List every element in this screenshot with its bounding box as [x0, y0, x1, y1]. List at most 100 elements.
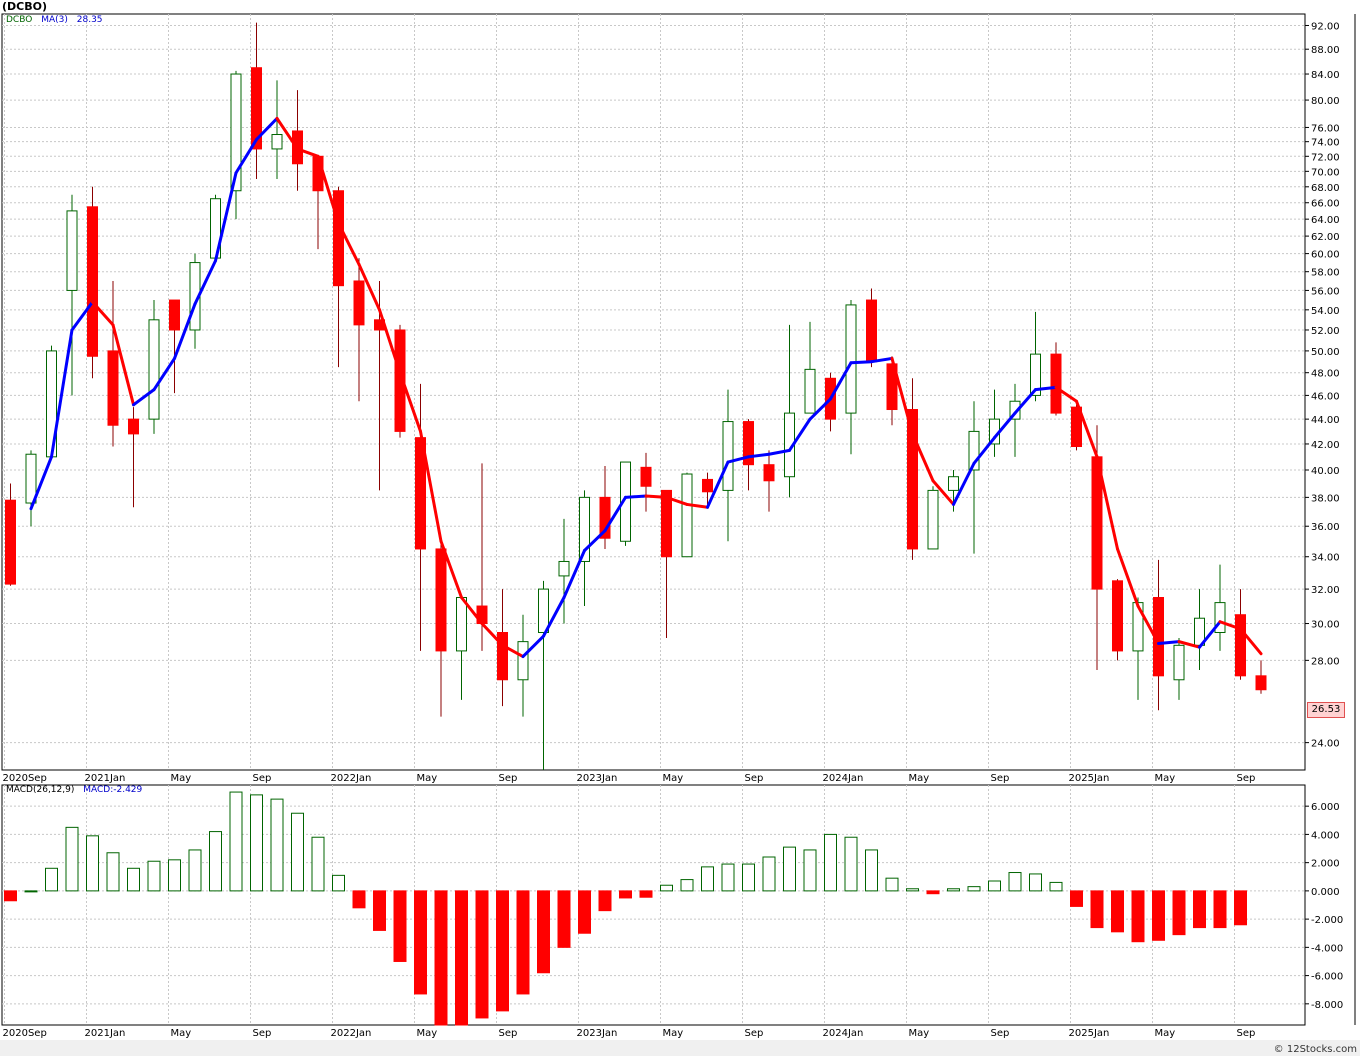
candle-body — [1112, 580, 1123, 652]
ma-segment — [296, 147, 320, 158]
candle-body — [394, 329, 406, 432]
candle-body — [66, 210, 78, 291]
ma-segment — [1198, 620, 1222, 649]
candle-up — [927, 486, 939, 550]
ma-segment — [603, 495, 627, 533]
macd-bar — [414, 890, 427, 995]
candle-body — [435, 548, 447, 652]
candle-body — [845, 304, 857, 414]
price-y-tick-label: 70.00 — [1311, 167, 1340, 178]
price-y-tick-label: 88.00 — [1311, 45, 1340, 56]
candle-body — [87, 206, 98, 357]
ma-segment — [972, 436, 996, 465]
macd-x-tick-label: May — [909, 1028, 930, 1039]
price-y-tick-label: 50.00 — [1311, 347, 1340, 358]
candle-up — [148, 300, 160, 434]
candle-body — [1030, 353, 1041, 396]
ma-segment — [460, 595, 484, 626]
ma-segment — [747, 452, 771, 459]
chart-title: (DCBO) — [2, 0, 47, 13]
ma-segment — [234, 138, 258, 175]
candle-body — [1173, 644, 1185, 681]
macd-x-tick-label: May — [1155, 1028, 1176, 1039]
candle-down — [333, 186, 344, 368]
macd-bar — [352, 890, 366, 909]
price-x-tick-label: May — [417, 773, 438, 784]
candle-body — [25, 453, 37, 504]
macd-x-tick-label: 2025Jan — [1069, 1028, 1110, 1039]
candle-body — [517, 641, 529, 681]
candle-down — [743, 419, 754, 491]
candles — [5, 22, 1267, 770]
candle-body — [1071, 406, 1082, 448]
candle-up — [948, 469, 959, 512]
ma-segment — [152, 356, 176, 392]
ma-segment — [562, 548, 586, 599]
grid-lines — [2, 14, 1305, 1025]
price-y-tick-label: 72.00 — [1311, 152, 1340, 163]
candle-body — [271, 134, 283, 150]
candle-down — [5, 483, 16, 586]
macd-bar — [516, 890, 530, 995]
ma-segment — [70, 300, 94, 332]
price-y-tick-label: 30.00 — [1311, 620, 1340, 631]
macd-y-tick-label: 2.000 — [1311, 859, 1340, 870]
price-y-tick-label: 52.00 — [1311, 326, 1340, 337]
macd-bar — [803, 849, 817, 892]
macd-x-tick-label: 2024Jan — [823, 1028, 864, 1039]
macd-bar — [1111, 890, 1124, 933]
macd-bar — [1193, 890, 1206, 929]
macd-legend: MACD(26,12,9) MACD:-2.429 — [6, 785, 142, 795]
ma-segment — [419, 429, 443, 543]
price-y-tick-label: 56.00 — [1311, 286, 1340, 297]
candle-up — [845, 300, 857, 455]
candle-body — [1214, 602, 1226, 634]
candle-body — [148, 319, 160, 420]
macd-bar — [1008, 872, 1022, 892]
macd-bar — [537, 890, 550, 974]
candle-body — [681, 473, 693, 558]
price-x-tick-label: May — [171, 773, 192, 784]
candle-body — [128, 418, 139, 435]
macd-bar — [598, 890, 612, 912]
candle-body — [866, 299, 877, 363]
macd-bar — [762, 856, 776, 892]
panel-frames — [0, 13, 1360, 1056]
price-y-tick-label: 24.00 — [1311, 739, 1340, 750]
price-y-tick-label: 46.00 — [1311, 391, 1340, 402]
price-x-tick-label: Sep — [1237, 773, 1256, 784]
macd-y-tick-label: 6.000 — [1311, 802, 1340, 813]
ma-segment — [521, 634, 545, 659]
candle-body — [1255, 675, 1267, 691]
ma-segment — [767, 448, 791, 456]
macd-bar — [168, 859, 181, 892]
macd-bar — [865, 849, 878, 892]
candle-up — [538, 580, 549, 770]
candle-up — [722, 389, 734, 542]
ma-segment — [644, 494, 668, 499]
macd-x-tick-label: May — [417, 1028, 438, 1039]
macd-bar — [65, 826, 79, 892]
candle-down — [1255, 660, 1267, 694]
macd-bar — [639, 890, 653, 898]
macd-bar — [926, 890, 940, 895]
candle-body — [599, 496, 611, 539]
macd-x-tick-label: May — [171, 1028, 192, 1039]
macd-bar — [680, 879, 694, 892]
candle-down — [599, 466, 611, 549]
candle-body — [1009, 400, 1021, 420]
macd-bar — [24, 890, 38, 893]
price-x-tick-label: Sep — [991, 773, 1010, 784]
macd-bar — [988, 880, 1001, 892]
price-y-tick-label: 58.00 — [1311, 268, 1340, 279]
macd-bars — [4, 791, 1247, 1026]
ma-segment — [480, 622, 504, 647]
macd-bar — [742, 863, 755, 892]
macd-bar — [783, 846, 796, 892]
macd-x-tick-label: Sep — [253, 1028, 272, 1039]
price-y-tick-label: 66.00 — [1311, 199, 1340, 210]
price-x-tick-label: Sep — [499, 773, 518, 784]
ma-segment — [214, 171, 238, 263]
candle-body — [968, 430, 980, 471]
price-x-tick-label: 2023Jan — [577, 773, 618, 784]
